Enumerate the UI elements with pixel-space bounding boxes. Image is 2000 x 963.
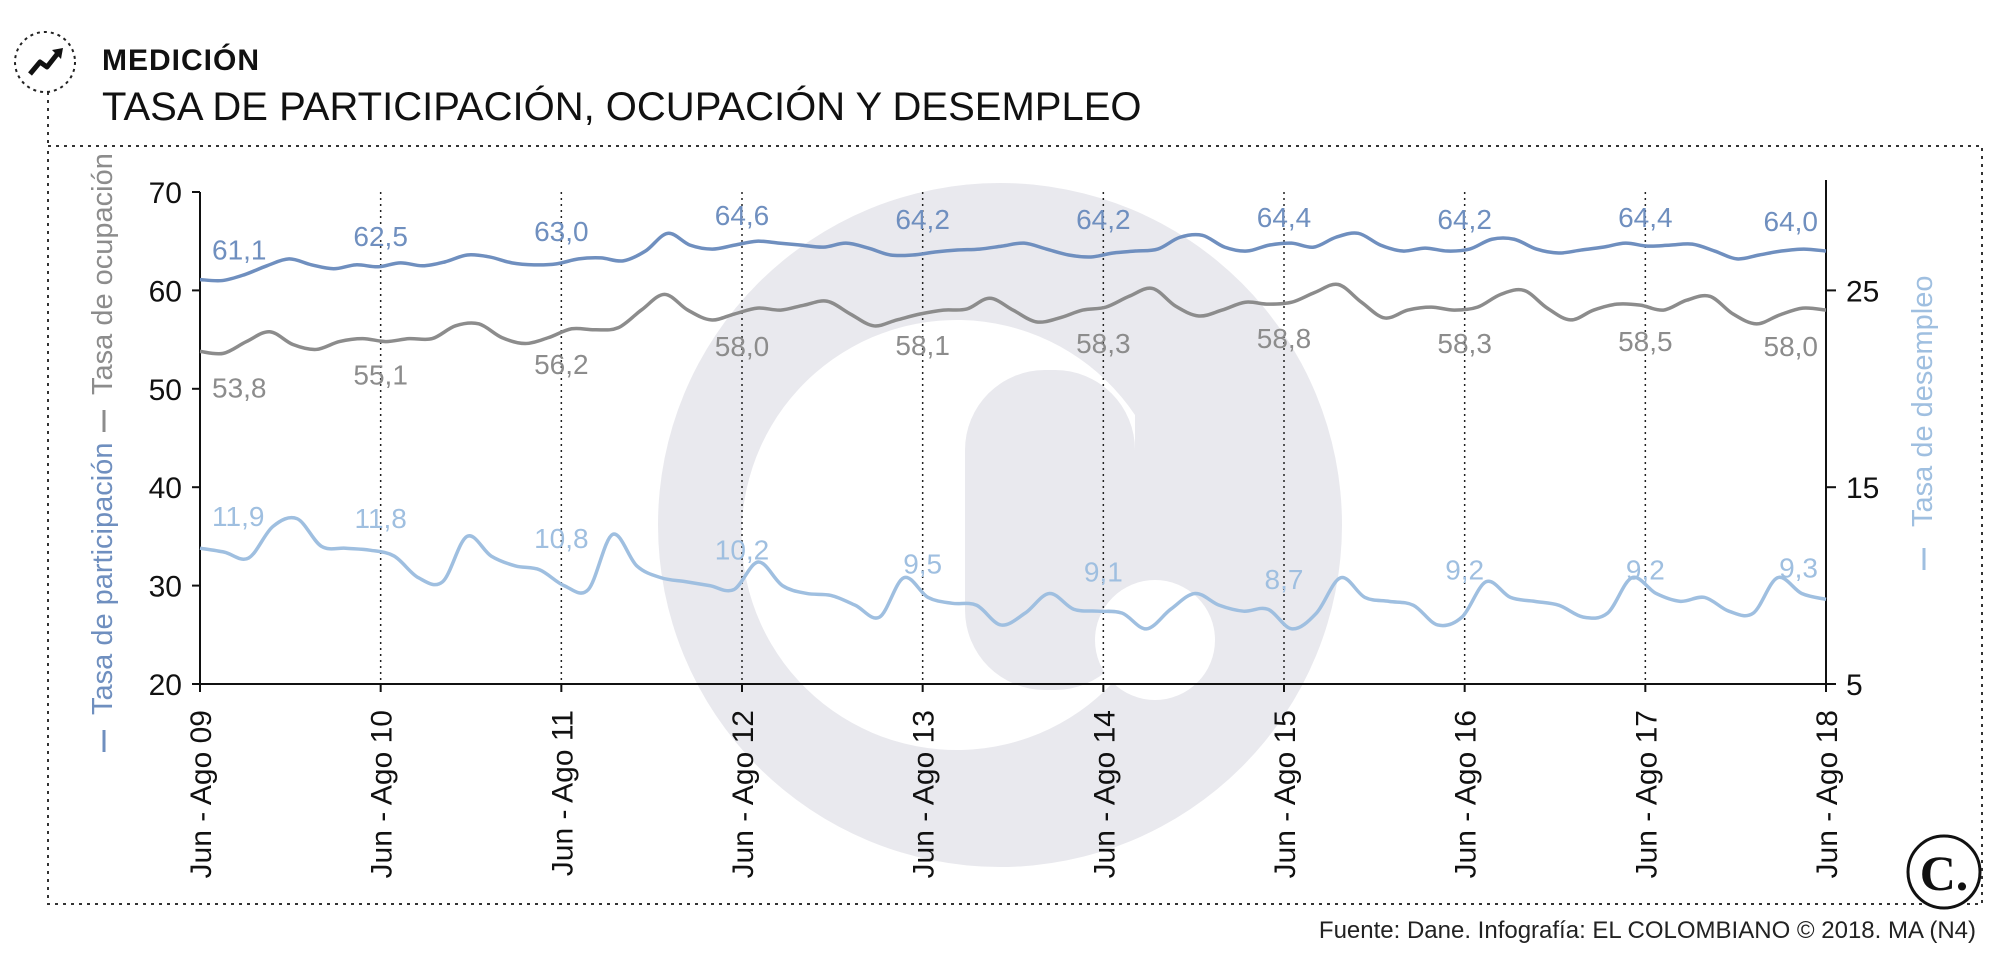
y-left-label-participacion: Tasa de participación	[87, 443, 119, 715]
y-left-tick-label: 40	[149, 472, 182, 505]
data-label-ocupacion: 55,1	[353, 360, 408, 391]
data-label-participacion: 62,5	[353, 221, 408, 252]
y-right-tick-label: 15	[1846, 472, 1879, 505]
trend-up-icon	[14, 31, 76, 93]
data-label-ocupacion: 56,2	[534, 349, 589, 380]
data-label-participacion: 64,4	[1257, 202, 1312, 233]
data-label-ocupacion: 58,0	[715, 331, 770, 362]
data-label-ocupacion: 58,1	[895, 330, 950, 361]
x-tick-label: Jun - Ago 16	[1450, 710, 1483, 878]
logo-text: C.	[1920, 845, 1969, 901]
y-left-tick-label: 20	[149, 669, 182, 702]
right-axis-title: Tasa de desempleo	[1907, 276, 1939, 570]
series-line-ocupacion	[199, 282, 1827, 356]
data-label-desempleo: 11,8	[354, 503, 406, 534]
data-label-desempleo: 10,2	[715, 535, 770, 566]
chart-frame	[47, 145, 1983, 905]
chart-title: TASA DE PARTICIPACIÓN, OCUPACIÓN Y DESEM…	[102, 84, 1142, 129]
x-tick-label: Jun - Ago 15	[1269, 710, 1302, 878]
x-tick-label: Jun - Ago 17	[1630, 710, 1663, 878]
x-tick-label: Jun - Ago 14	[1088, 710, 1121, 878]
el-colombiano-logo-icon: C.	[1906, 834, 1982, 910]
y-left-tick-label: 70	[149, 177, 182, 210]
data-label-participacion: 64,2	[895, 204, 950, 235]
data-label-desempleo: 8,7	[1265, 564, 1304, 595]
data-label-participacion: 64,4	[1618, 202, 1673, 233]
data-label-ocupacion: 58,5	[1618, 326, 1673, 357]
series-line-participacion	[199, 231, 1827, 283]
data-label-ocupacion: 58,3	[1076, 328, 1131, 359]
data-label-desempleo: 9,2	[1626, 554, 1665, 585]
series-line-desempleo	[199, 515, 1827, 631]
data-label-desempleo: 9,1	[1084, 556, 1123, 587]
y-left-tick-label: 30	[149, 571, 182, 604]
y-right-tick-label: 5	[1846, 669, 1863, 702]
data-label-participacion: 64,0	[1764, 206, 1819, 237]
data-label-desempleo: 9,2	[1445, 554, 1484, 585]
x-tick-label: Jun - Ago 12	[727, 710, 760, 878]
y-left-label-ocupacion: Tasa de ocupación	[87, 153, 119, 395]
data-label-ocupacion: 53,8	[212, 372, 267, 403]
x-tick-label: Jun - Ago 10	[366, 710, 399, 878]
chart-kicker: MEDICIÓN	[102, 43, 260, 77]
data-label-participacion: 64,2	[1437, 204, 1492, 235]
data-label-ocupacion: 58,0	[1764, 331, 1819, 362]
plot-area: 20 30 40 50 60 70 5 15 25 Jun - Ago 09 Jun - Ago 1…	[149, 177, 1880, 878]
data-label-participacion: 61,1	[212, 235, 267, 266]
data-label-desempleo: 11,9	[212, 501, 264, 532]
left-axis-titles: Tasa de participación Tasa de ocupación	[87, 153, 119, 752]
data-label-desempleo: 10,8	[534, 523, 589, 554]
x-tick-label: Jun - Ago 13	[908, 710, 941, 878]
y-right-tick-label: 25	[1846, 275, 1879, 308]
data-label-participacion: 64,6	[715, 200, 770, 231]
y-left-tick-label: 50	[149, 374, 182, 407]
data-label-participacion: 63,0	[534, 216, 589, 247]
x-tick-label: Jun - Ago 18	[1811, 710, 1844, 878]
x-tick-label: Jun - Ago 11	[546, 710, 579, 876]
data-label-participacion: 64,2	[1076, 204, 1131, 235]
watermark-logo-icon	[658, 183, 1342, 867]
data-label-ocupacion: 58,3	[1437, 328, 1492, 359]
source-note: Fuente: Dane. Infografía: EL COLOMBIANO …	[1319, 917, 1976, 944]
y-left-tick-label: 60	[149, 275, 182, 308]
x-tick-label: Jun - Ago 09	[185, 710, 218, 878]
data-label-ocupacion: 58,8	[1257, 323, 1312, 354]
y-right-label-desempleo: Tasa de desempleo	[1907, 276, 1939, 528]
data-label-desempleo: 9,3	[1779, 552, 1818, 583]
data-label-desempleo: 9,5	[903, 548, 942, 579]
